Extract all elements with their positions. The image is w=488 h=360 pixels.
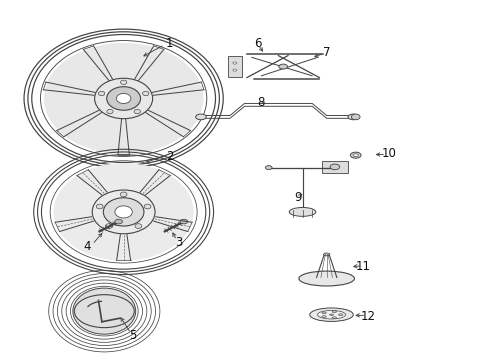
Ellipse shape [120,192,127,197]
Text: 4: 4 [83,240,91,253]
Ellipse shape [331,317,336,319]
Ellipse shape [352,154,358,157]
Text: 1: 1 [165,37,173,50]
Ellipse shape [309,308,352,321]
Ellipse shape [105,224,112,229]
FancyBboxPatch shape [227,56,242,77]
Ellipse shape [288,207,315,216]
Text: 11: 11 [355,260,370,273]
Text: 5: 5 [129,329,137,342]
Ellipse shape [120,80,126,85]
FancyBboxPatch shape [321,161,348,173]
Ellipse shape [107,109,113,114]
Ellipse shape [331,311,336,312]
Ellipse shape [321,316,325,318]
Ellipse shape [53,163,193,261]
Text: 2: 2 [165,150,173,163]
Ellipse shape [321,312,325,314]
Ellipse shape [278,64,287,69]
Ellipse shape [96,204,103,209]
Ellipse shape [134,109,140,114]
Ellipse shape [298,271,354,286]
Ellipse shape [144,204,151,209]
Ellipse shape [323,253,329,256]
Ellipse shape [115,206,132,218]
Ellipse shape [195,114,206,120]
Ellipse shape [142,91,148,96]
Ellipse shape [232,62,236,64]
Ellipse shape [350,152,360,158]
Text: 3: 3 [175,235,183,248]
Ellipse shape [350,114,359,120]
Ellipse shape [73,288,136,334]
Text: 9: 9 [293,191,301,204]
Ellipse shape [329,314,333,315]
Ellipse shape [347,114,358,120]
Text: 7: 7 [322,46,330,59]
Ellipse shape [44,43,203,154]
Ellipse shape [106,87,140,110]
Text: 12: 12 [360,310,374,323]
Ellipse shape [338,314,342,316]
Ellipse shape [180,219,187,224]
Ellipse shape [232,69,236,71]
Ellipse shape [329,164,339,170]
Ellipse shape [98,91,104,96]
Ellipse shape [116,94,131,104]
Text: 10: 10 [381,147,396,160]
Text: 6: 6 [253,37,261,50]
Ellipse shape [115,219,122,224]
Ellipse shape [317,310,345,319]
Ellipse shape [103,198,143,226]
Ellipse shape [265,166,271,170]
Ellipse shape [135,224,142,229]
Text: 8: 8 [257,95,264,108]
